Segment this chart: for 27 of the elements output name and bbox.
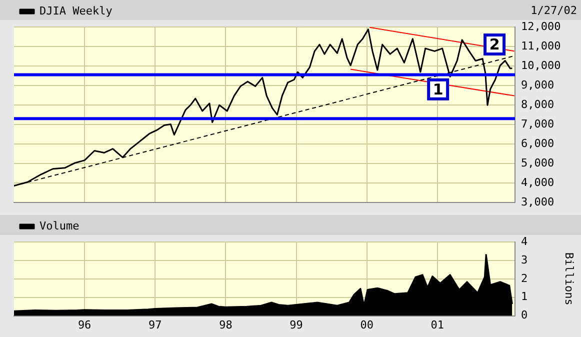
x-tick-label: 96	[78, 318, 92, 332]
x-tick-label: 00	[360, 318, 374, 332]
y-tick-label: 6,000	[521, 136, 554, 150]
annotation: 1	[432, 80, 444, 98]
y-tick-label: 3	[521, 253, 528, 266]
y-tick-label: 12,000	[521, 20, 561, 33]
text: 1/27/02	[530, 4, 577, 17]
y-tick-label: 10,000	[521, 58, 561, 72]
y-tick-label: 0	[521, 308, 528, 322]
x-tick-label: 99	[290, 318, 303, 332]
y-tick-label: 7,000	[521, 117, 554, 130]
y-tick-label: 8,000	[521, 98, 554, 111]
y-tick-label: 1	[521, 290, 528, 304]
x-tick-label: 97	[148, 318, 162, 332]
legend-label: Volume	[40, 219, 80, 232]
y-tick-label: 3,000	[521, 195, 554, 208]
y-tick-label: 2	[521, 272, 528, 285]
y-tick-label: 4	[521, 234, 528, 248]
x-tick-label: 98	[219, 318, 232, 332]
y-axis-title: Billions	[562, 252, 576, 306]
y-tick-label: 11,000	[521, 39, 561, 52]
x-tick-label: 01	[430, 318, 444, 332]
y-tick-label: 5,000	[521, 156, 554, 170]
legend-label: DJIA Weekly	[40, 4, 113, 18]
annotation: 2	[489, 35, 500, 54]
y-tick-label: 9,000	[521, 78, 554, 92]
y-tick-label: 4,000	[521, 176, 554, 189]
